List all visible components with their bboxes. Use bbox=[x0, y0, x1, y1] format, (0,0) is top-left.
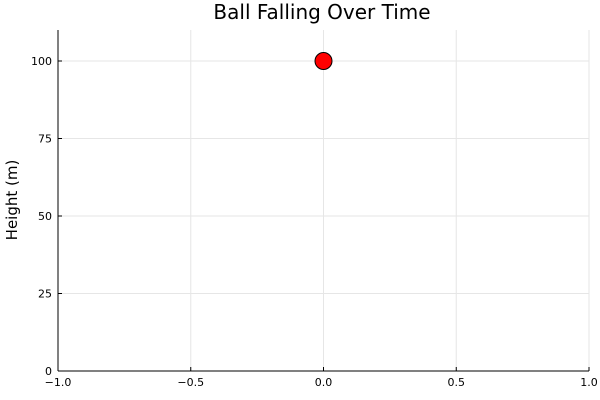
y-tick-label: 50 bbox=[38, 210, 52, 223]
ticks: −1.0 −0.5 0.0 0.5 1.0 0 25 50 75 100 bbox=[31, 55, 598, 389]
x-tick-label: 0.0 bbox=[315, 376, 333, 389]
x-tick-label: 1.0 bbox=[580, 376, 598, 389]
chart-title: Ball Falling Over Time bbox=[213, 0, 430, 24]
ball-point bbox=[314, 52, 333, 70]
x-tick-label: 0.5 bbox=[448, 376, 466, 389]
y-tick-label: 25 bbox=[38, 288, 52, 301]
grid bbox=[57, 30, 590, 372]
y-tick-label: 100 bbox=[31, 55, 52, 68]
y-tick-label: 0 bbox=[45, 365, 52, 378]
y-axis-label: Height (m) bbox=[3, 160, 21, 241]
y-tick-label: 75 bbox=[38, 133, 52, 146]
x-tick-label: −1.0 bbox=[45, 376, 72, 389]
data-points bbox=[314, 52, 333, 70]
x-tick-label: −0.5 bbox=[177, 376, 204, 389]
